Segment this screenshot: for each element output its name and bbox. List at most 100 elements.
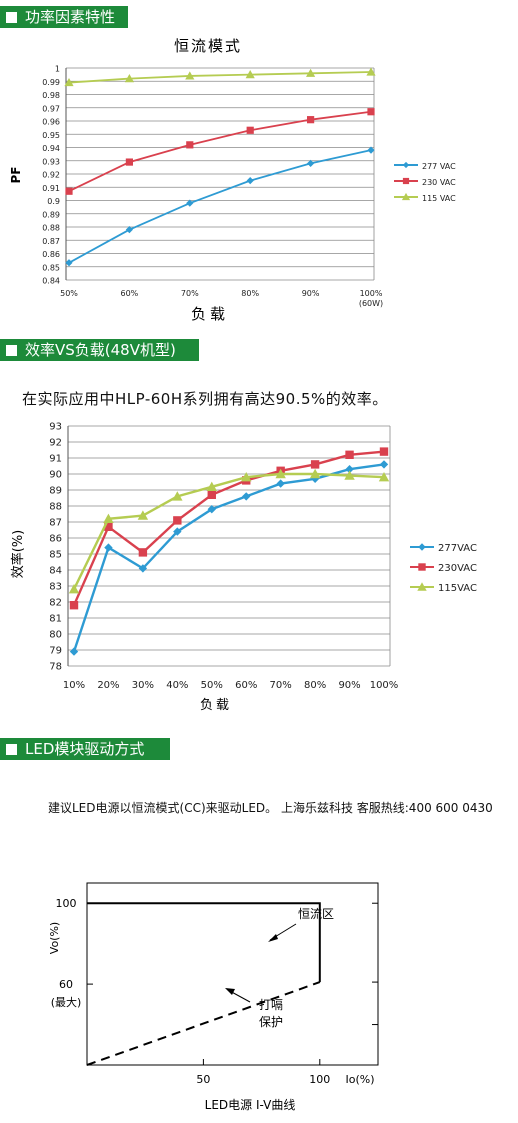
x-tick-sublabel: (60W) [359, 299, 383, 308]
square-bullet-icon [6, 345, 17, 356]
y-axis-label: Vo(%) [48, 922, 61, 954]
data-point [64, 77, 74, 87]
data-point [418, 563, 426, 571]
data-point [246, 177, 254, 185]
data-point [103, 513, 114, 523]
data-point [367, 146, 375, 154]
led-drive-note: 建议LED电源以恒流模式(CC)来驱动LED。 上海乐兹科技 客服热线:400 … [48, 801, 493, 815]
y-tick-label: 0.84 [42, 277, 60, 286]
y-tick-label: 91 [49, 454, 62, 465]
data-point [242, 492, 251, 501]
data-point [276, 479, 285, 488]
section-title: 效率VS负载(48V机型) [25, 341, 176, 359]
data-point [344, 470, 355, 480]
data-point [345, 465, 354, 474]
section-header-pf: 功率因素特性 [0, 6, 128, 28]
y-tick-label: 85 [49, 550, 62, 561]
data-point [306, 68, 316, 77]
data-point [245, 70, 255, 79]
constant-current-line [87, 902, 321, 983]
section-title: 功率因素特性 [25, 8, 116, 26]
x-tick-label: 70% [181, 289, 199, 298]
x-tick-label: 40% [166, 680, 188, 691]
section-header-efficiency: 效率VS负载(48V机型) [0, 339, 199, 361]
legend-label: 277VAC [438, 543, 477, 554]
data-point [138, 548, 148, 557]
data-point [310, 460, 320, 469]
y-tick-label: 0.9 [47, 197, 60, 206]
y-tick-label: 87 [49, 518, 62, 529]
x-tick-label: 100% [370, 680, 399, 691]
data-point [418, 543, 426, 551]
y-tick-label: 0.99 [42, 78, 60, 87]
data-point [69, 647, 79, 656]
square-bullet-icon [6, 744, 17, 755]
legend-label: 115VAC [438, 583, 477, 594]
x-axis-label: 负载 [200, 698, 232, 713]
y-axis-label: 效率(%) [10, 530, 26, 579]
data-point [172, 491, 183, 501]
y-tick-label: 0.98 [42, 91, 60, 100]
y-tick-label: 82 [49, 598, 62, 609]
series-line [68, 110, 372, 193]
plot-frame [86, 882, 379, 1066]
y-tick-label: 0.86 [42, 250, 60, 259]
data-point [104, 522, 113, 531]
y-tick-label: 100 [56, 897, 77, 910]
data-point [367, 108, 375, 116]
legend-label: 230VAC [438, 563, 477, 574]
y-tick-label: 0.88 [42, 224, 60, 233]
efficiency-chart: 效率(%) 负载 78 79 80 81 82 83 84 85 86 87 88 89 90 91 92 9… [10, 422, 477, 714]
data-point [173, 516, 182, 525]
y-tick-label: 1 [55, 65, 60, 74]
hiccup-protection-line [86, 981, 321, 1066]
data-point [402, 177, 410, 185]
arrow-head [268, 934, 278, 942]
y-axis-label: PF [9, 167, 23, 184]
x-axis-label: Io(%) [345, 1073, 374, 1086]
data-point [345, 450, 354, 459]
x-tick-label: 50% [60, 289, 78, 298]
y-tick-label: 0.87 [42, 237, 60, 246]
data-point [186, 141, 194, 149]
series-line [72, 463, 385, 652]
x-tick-label: 50% [201, 680, 223, 691]
series-line [72, 472, 385, 590]
y-tick-label: 88 [49, 502, 62, 513]
y-tick-label: 78 [49, 662, 62, 673]
x-tick-label: 20% [97, 680, 119, 691]
data-point [246, 126, 254, 134]
data-point [401, 192, 411, 201]
y-tick-label: 0.89 [42, 210, 60, 219]
legend-label: 230 VAC [422, 178, 456, 187]
y-tick-label: 90 [49, 470, 62, 481]
x-tick-label: 50 [196, 1073, 210, 1086]
chart-title: 恒流模式 [174, 37, 242, 55]
x-tick-label: 30% [132, 680, 154, 691]
y-tick-label: 86 [49, 534, 62, 545]
data-point [206, 481, 217, 491]
data-point [307, 116, 315, 124]
y-tick-label: 0.97 [42, 104, 60, 113]
y-tick-sublabel: (最大) [51, 995, 82, 1009]
data-point [185, 71, 195, 80]
data-point [241, 472, 252, 482]
square-bullet-icon [6, 12, 17, 23]
y-tick-label: 0.85 [42, 263, 60, 272]
data-point [125, 226, 133, 234]
data-point [207, 490, 216, 499]
data-point [125, 158, 133, 166]
legend-label: 277 VAC [422, 162, 456, 171]
x-axis-label: 负载 [191, 305, 229, 323]
y-tick-label: 83 [49, 582, 62, 593]
data-point [124, 74, 134, 83]
x-tick-label: 10% [63, 680, 85, 691]
series-line [72, 450, 385, 606]
section-title: LED模块驱动方式 [25, 740, 145, 758]
data-point [366, 67, 376, 76]
x-tick-label: 90% [302, 289, 320, 298]
data-point [379, 447, 389, 456]
section-header-led: LED模块驱动方式 [0, 738, 170, 760]
data-point [186, 199, 194, 207]
x-tick-label: 70% [270, 680, 292, 691]
